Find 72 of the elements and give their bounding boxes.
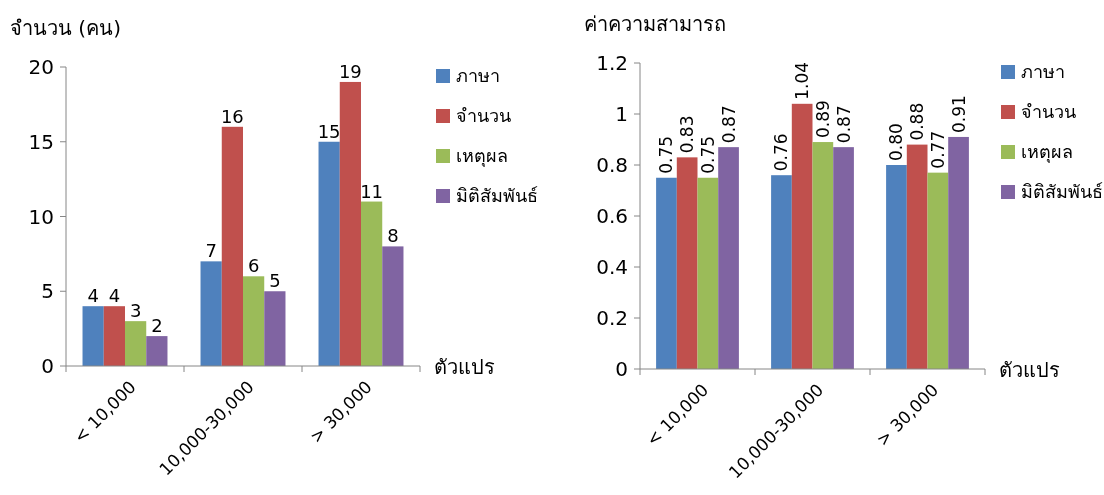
bar xyxy=(103,306,125,366)
bar xyxy=(200,261,222,366)
bar xyxy=(146,336,168,366)
legend-label: จำนวน xyxy=(456,105,511,127)
y-tick-label: 20 xyxy=(28,55,54,79)
data-label: 4 xyxy=(87,285,99,307)
data-label: 11 xyxy=(360,180,384,202)
data-label: 19 xyxy=(338,60,362,82)
y-tick-label: 5 xyxy=(41,279,54,304)
y-axis-title: ค่าความสามารถ xyxy=(584,12,726,36)
y-tick-label: 15 xyxy=(28,129,54,154)
data-label: 0.76 xyxy=(771,133,792,172)
legend-label: มิติสัมพันธ์ xyxy=(456,185,538,207)
data-label: 0.89 xyxy=(812,100,833,139)
y-axis-title: จำนวน (คน) xyxy=(10,16,121,40)
legend-label: จำนวน xyxy=(1021,101,1076,123)
data-label: 0.87 xyxy=(718,105,739,144)
legend-label: เหตุผล xyxy=(456,145,508,168)
data-label: 0.75 xyxy=(697,135,718,174)
data-label: 16 xyxy=(220,105,244,127)
y-tick-label: 0.8 xyxy=(596,153,628,177)
bar xyxy=(697,177,719,369)
y-tick-label: 0.4 xyxy=(596,255,628,279)
data-label: 0.91 xyxy=(948,95,969,133)
y-tick-label: 0.2 xyxy=(596,306,628,330)
data-label: 3 xyxy=(129,300,142,322)
data-label: 7 xyxy=(205,240,217,262)
bar xyxy=(382,246,404,366)
bar xyxy=(791,103,813,369)
legend-label: มิติสัมพันธ์ xyxy=(1021,181,1103,203)
y-tick-label: 0 xyxy=(615,357,628,381)
x-axis-title: ตัวแปร xyxy=(999,358,1060,382)
bar xyxy=(906,144,928,369)
bar xyxy=(886,165,907,369)
bar xyxy=(361,201,383,366)
y-tick-label: 0 xyxy=(41,354,54,378)
bar xyxy=(927,172,949,369)
bar xyxy=(812,142,834,369)
legend-label: ภาษา xyxy=(456,65,500,87)
data-label: 8 xyxy=(387,225,399,247)
bar xyxy=(656,177,677,369)
y-tick-label: 1.2 xyxy=(596,51,628,75)
data-label: 0.75 xyxy=(656,135,677,174)
bar xyxy=(833,147,854,369)
bar xyxy=(221,126,243,366)
legend-label: ภาษา xyxy=(1021,61,1065,83)
data-label: 0.83 xyxy=(677,115,698,154)
data-label: 0.80 xyxy=(886,123,907,161)
data-label: 0.87 xyxy=(833,105,854,144)
bar xyxy=(339,81,361,366)
bar xyxy=(718,147,739,369)
data-label: 2 xyxy=(151,315,163,337)
bar xyxy=(948,136,969,369)
data-label: 0.77 xyxy=(927,130,948,169)
data-label: 5 xyxy=(269,270,281,292)
bar xyxy=(676,157,698,369)
bar xyxy=(264,291,286,366)
bar xyxy=(243,276,265,366)
x-axis-title: ตัวแปร xyxy=(434,355,495,379)
data-label: 4 xyxy=(108,285,121,307)
data-label: 0.88 xyxy=(907,102,928,141)
data-label: 15 xyxy=(317,120,341,142)
y-tick-label: 0.6 xyxy=(596,204,628,228)
bar xyxy=(125,321,147,366)
data-label: 1.04 xyxy=(792,61,813,100)
bar xyxy=(771,175,792,369)
data-label: 6 xyxy=(247,255,260,277)
bar xyxy=(318,141,340,366)
bar xyxy=(82,306,104,366)
y-tick-label: 1 xyxy=(615,102,628,126)
y-tick-label: 10 xyxy=(28,204,54,229)
legend-label: เหตุผล xyxy=(1021,141,1073,164)
